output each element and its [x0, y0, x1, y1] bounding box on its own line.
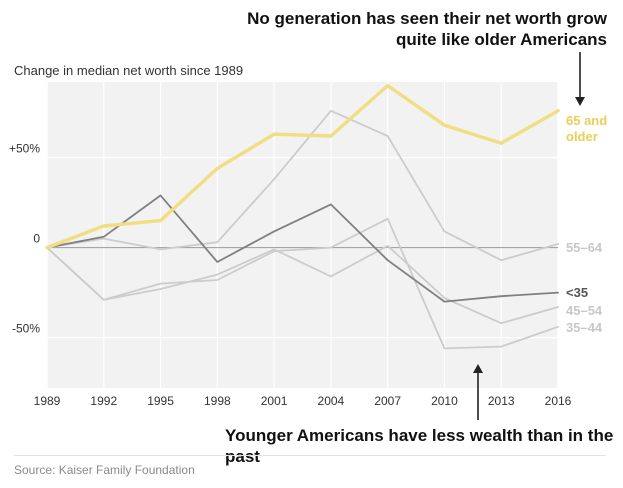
y-axis-ticks: +50% 0 -50% — [9, 142, 40, 336]
series-line — [46, 244, 559, 325]
x-tick-label: 1992 — [90, 394, 117, 408]
x-tick-label: 2001 — [261, 394, 288, 408]
series-line — [46, 194, 559, 303]
series-label: 35–44 — [566, 320, 603, 335]
arrow-up-head — [473, 364, 483, 373]
top-annotation: No generation has seen their net worth g… — [247, 8, 607, 50]
series-label: older — [566, 129, 598, 144]
bottom-annotation: Younger Americans have less wealth than … — [225, 426, 614, 466]
series-label: 55–64 — [566, 240, 603, 255]
x-tick-label: 1995 — [147, 394, 174, 408]
series-label: 65 and — [566, 113, 607, 128]
x-tick-label: 2013 — [488, 394, 515, 408]
x-axis-ticks: 1989 1992 1995 1998 2001 2004 2007 2010 2013 2016 — [34, 394, 572, 408]
y-tick-label: +50% — [9, 142, 40, 156]
series-line — [46, 109, 559, 262]
x-tick-label: 2016 — [545, 394, 572, 408]
plot-area — [47, 82, 558, 388]
series-label: 45–54 — [566, 303, 603, 318]
y-tick-label: 0 — [33, 232, 40, 246]
x-tick-label: 2004 — [318, 394, 345, 408]
series-line — [45, 83, 560, 250]
x-tick-label: 1998 — [204, 394, 231, 408]
source-note: Source: Kaiser Family Foundation — [14, 463, 195, 477]
x-tick-label: 2007 — [374, 394, 401, 408]
series-line — [46, 217, 559, 350]
annotation-arrows — [473, 52, 585, 420]
y-tick-label: -50% — [12, 322, 40, 336]
arrow-down-head — [575, 97, 585, 106]
series-label: <35 — [566, 285, 588, 300]
top-annotation-line-2: quite like older Americans — [396, 30, 607, 49]
x-tick-label: 1989 — [34, 394, 61, 408]
chart-subtitle: Change in median net worth since 1989 — [14, 63, 244, 78]
series-lines — [45, 83, 560, 350]
footer-divider — [14, 455, 606, 456]
gridlines — [11, 82, 559, 388]
top-annotation-line-1: No generation has seen their net worth g… — [247, 9, 607, 28]
x-tick-label: 2010 — [431, 394, 458, 408]
